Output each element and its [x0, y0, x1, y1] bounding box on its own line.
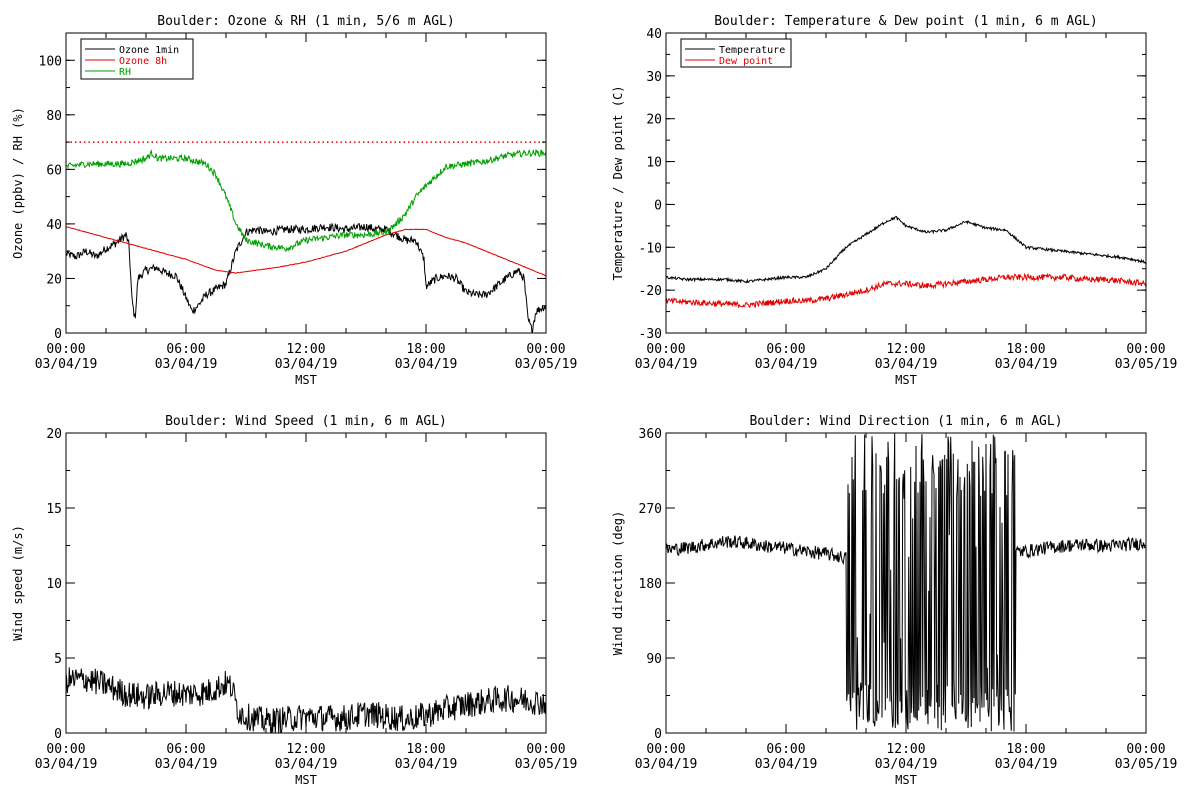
series-line-ozone-1min [65, 222, 547, 334]
x-tick-time: 18:00 [1006, 742, 1045, 757]
x-tick-time: 00:00 [526, 342, 565, 357]
x-tick-time: 06:00 [166, 742, 205, 757]
x-tick-date: 03/04/19 [995, 757, 1058, 772]
y-tick-label: 270 [639, 502, 662, 517]
x-tick-time: 12:00 [886, 742, 925, 757]
y-axis-label: Temperature / Dew point (C) [611, 85, 625, 280]
x-tick-date: 03/04/19 [395, 757, 458, 772]
x-tick-time: 06:00 [766, 342, 805, 357]
legend-label: Ozone 1min [119, 45, 179, 56]
x-tick-date: 03/04/19 [35, 357, 98, 372]
series-line-ozone-8h [65, 226, 547, 277]
panel-2: Boulder: Temperature & Dew point (1 min,… [611, 14, 1177, 387]
y-tick-label: 80 [46, 109, 62, 124]
series-line-data [665, 433, 1147, 732]
y-tick-label: 0 [654, 198, 662, 213]
y-tick-label: 0 [54, 327, 62, 342]
x-tick-date: 03/05/19 [1115, 357, 1178, 372]
x-tick-date: 03/04/19 [275, 757, 338, 772]
y-tick-label: 20 [46, 272, 62, 287]
x-axis-label: MST [295, 373, 317, 387]
series-line-temperature [665, 215, 1147, 284]
panel-3: Boulder: Wind Speed (1 min, 6 m AGL) 0 5 10… [11, 414, 577, 787]
x-tick-date: 03/05/19 [515, 757, 578, 772]
y-tick-label: -30 [639, 327, 662, 342]
x-tick-time: 00:00 [526, 742, 565, 757]
x-tick-time: 18:00 [406, 742, 445, 757]
y-axis-label: Wind direction (deg) [611, 511, 625, 656]
x-tick-date: 03/04/19 [155, 757, 218, 772]
x-tick-time: 06:00 [766, 742, 805, 757]
x-tick-time: 00:00 [646, 742, 685, 757]
x-tick-date: 03/04/19 [995, 357, 1058, 372]
legend-label: Ozone 8h [119, 56, 167, 67]
y-tick-label: 360 [639, 427, 662, 442]
y-tick-label: 20 [646, 113, 662, 128]
y-tick-label: 10 [646, 156, 662, 171]
panel-title: Boulder: Wind Direction (1 min, 6 m AGL) [749, 414, 1062, 429]
legend-label: Dew point [719, 56, 773, 67]
y-tick-label: 5 [54, 652, 62, 667]
y-axis-label: Ozone (ppbv) / RH (%) [11, 107, 25, 259]
x-tick-date: 03/04/19 [755, 357, 818, 372]
x-tick-date: 03/05/19 [1115, 757, 1178, 772]
panel-title: Boulder: Ozone & RH (1 min, 5/6 m AGL) [157, 14, 454, 29]
x-tick-date: 03/04/19 [395, 357, 458, 372]
plot-frame [665, 432, 1147, 734]
y-tick-label: 20 [46, 427, 62, 442]
y-tick-label: 15 [46, 502, 62, 517]
x-tick-time: 12:00 [886, 342, 925, 357]
x-tick-time: 00:00 [46, 742, 85, 757]
series-line-data [65, 667, 547, 734]
y-tick-label: 100 [39, 54, 62, 69]
x-tick-date: 03/04/19 [755, 757, 818, 772]
x-tick-date: 03/04/19 [35, 757, 98, 772]
x-tick-time: 00:00 [646, 342, 685, 357]
legend-label: RH [119, 67, 131, 78]
x-tick-time: 00:00 [1126, 342, 1165, 357]
panel-1: Boulder: Ozone & RH (1 min, 5/6 m AGL) 0 2… [11, 14, 577, 387]
x-tick-time: 18:00 [406, 342, 445, 357]
y-tick-label: 40 [46, 218, 62, 233]
x-tick-time: 18:00 [1006, 342, 1045, 357]
y-axis-label: Wind speed (m/s) [11, 525, 25, 641]
plot-frame [665, 32, 1147, 334]
x-tick-time: 12:00 [286, 742, 325, 757]
y-tick-label: -20 [639, 284, 662, 299]
series-line-dew-point [665, 272, 1147, 308]
y-tick-label: 0 [54, 727, 62, 742]
x-tick-date: 03/05/19 [515, 357, 578, 372]
x-tick-date: 03/04/19 [875, 757, 938, 772]
legend-label: Temperature [719, 45, 785, 56]
x-axis-label: MST [295, 773, 317, 787]
x-tick-date: 03/04/19 [635, 757, 698, 772]
x-tick-date: 03/04/19 [875, 357, 938, 372]
y-tick-label: 30 [646, 70, 662, 85]
y-tick-label: 180 [639, 577, 662, 592]
y-tick-label: 60 [46, 163, 62, 178]
y-tick-label: -10 [639, 241, 662, 256]
x-axis-label: MST [895, 773, 917, 787]
panel-title: Boulder: Wind Speed (1 min, 6 m AGL) [165, 414, 447, 429]
x-tick-date: 03/04/19 [635, 357, 698, 372]
y-tick-label: 0 [654, 727, 662, 742]
x-tick-time: 00:00 [46, 342, 85, 357]
x-axis-label: MST [895, 373, 917, 387]
y-tick-label: 10 [46, 577, 62, 592]
legend-box [680, 38, 792, 68]
x-tick-date: 03/04/19 [275, 357, 338, 372]
x-tick-time: 00:00 [1126, 742, 1165, 757]
y-tick-label: 40 [646, 27, 662, 42]
x-tick-time: 06:00 [166, 342, 205, 357]
x-tick-date: 03/04/19 [155, 357, 218, 372]
panel-title: Boulder: Temperature & Dew point (1 min,… [714, 14, 1098, 29]
x-tick-time: 12:00 [286, 342, 325, 357]
panel-4: Boulder: Wind Direction (1 min, 6 m AGL)… [611, 414, 1177, 787]
series-line-rh [65, 149, 547, 253]
y-tick-label: 90 [646, 652, 662, 667]
legend-box [80, 38, 194, 80]
